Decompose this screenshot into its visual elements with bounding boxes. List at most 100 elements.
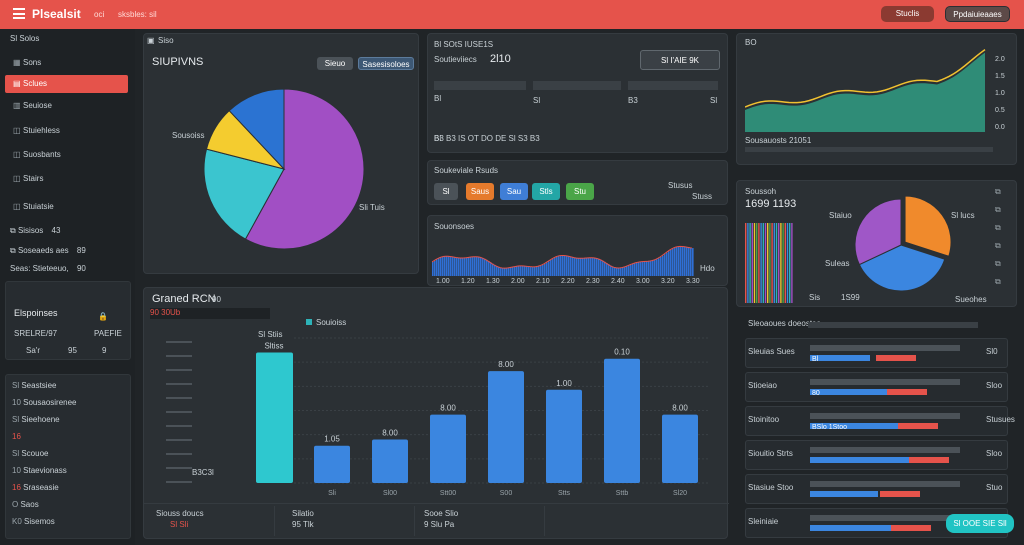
bottom-0-l1: Siouss doucs xyxy=(156,509,204,518)
pie2-side-icon[interactable]: ⧉ xyxy=(995,259,1001,268)
bar-value-label: 8.00 xyxy=(498,360,514,369)
pie-tab[interactable]: Siso xyxy=(158,36,174,45)
bar-category-label: S00 xyxy=(500,490,513,497)
wave-tick: 2.00 xyxy=(511,278,525,285)
stats-row-1: Bl xyxy=(434,94,442,103)
bar-6[interactable] xyxy=(662,414,698,483)
pie-slice-orange[interactable] xyxy=(904,195,952,257)
sidebar-list-row[interactable]: O Saos xyxy=(12,500,39,509)
scales-right-2: Stuss xyxy=(692,192,713,201)
pie2-side-icon[interactable]: ⧉ xyxy=(995,223,1001,232)
pie2-side-icon[interactable]: ⧉ xyxy=(995,277,1001,286)
bottom-divider-1 xyxy=(274,506,275,536)
wave-bar xyxy=(432,262,434,276)
pie-slice-purple[interactable] xyxy=(244,88,365,250)
pie-chip-2[interactable]: Sasesisoloes xyxy=(358,57,414,70)
scale-chip-0[interactable]: Sl xyxy=(434,183,458,200)
scale-chip-4[interactable]: Stu xyxy=(566,183,594,200)
scale-chip-3[interactable]: Stls xyxy=(532,183,560,200)
sidebar-item-3[interactable]: ◫ Stuiehless xyxy=(5,122,128,140)
pie-slice-blue[interactable] xyxy=(228,88,285,171)
sidebar-list-row[interactable]: 10 Staevionass xyxy=(12,466,67,475)
header-button-primary[interactable]: Stuclis xyxy=(881,6,934,22)
pie-slice-purple[interactable] xyxy=(854,198,902,266)
wave-bar xyxy=(672,248,674,276)
wave-bar xyxy=(676,246,678,276)
wave-bar xyxy=(664,254,666,276)
list-item-progress xyxy=(810,423,904,429)
floating-action-button[interactable]: Sl OOE SIE Sll xyxy=(946,514,1014,533)
menu-icon[interactable] xyxy=(13,8,25,19)
bar-sub: 90 xyxy=(212,295,221,304)
pie2-foot2: 1S99 xyxy=(841,293,860,302)
list-item-bar xyxy=(810,413,960,419)
wave-bar xyxy=(504,268,506,276)
bar-value-label: 0.10 xyxy=(614,348,630,357)
pie2-side-icon[interactable]: ⧉ xyxy=(995,187,1001,196)
stripe xyxy=(771,223,773,303)
wave-title: Souonsoes xyxy=(434,222,475,231)
list-item[interactable]: Siouitio Strts Sloo xyxy=(745,440,1008,470)
list-header: Sleoaoues doeostea xyxy=(748,319,821,328)
list-item-progress xyxy=(810,525,895,531)
sidebar-item-4[interactable]: ◫ Suosbants xyxy=(5,146,128,164)
list-item-progress-red xyxy=(887,389,927,395)
pie2-side-icon[interactable]: ⧉ xyxy=(995,205,1001,214)
wave-bar xyxy=(528,266,530,276)
stats-pill[interactable]: Sl I'AIE 9K xyxy=(640,50,720,70)
wave-tick: 3.00 xyxy=(636,278,650,285)
list-item[interactable]: Stioeiao 80 Sloo xyxy=(745,372,1008,402)
stripe xyxy=(753,223,756,303)
wave-bar xyxy=(512,267,514,276)
wave-bar xyxy=(542,264,544,276)
wave-bar xyxy=(524,266,526,276)
list-item[interactable]: Stoinitoo BSlo 1Stoo Stusues xyxy=(745,406,1015,436)
sidebar-item-6[interactable]: ◫ Stuiatsie xyxy=(5,198,128,216)
bar-4[interactable] xyxy=(546,389,582,483)
bar-3[interactable] xyxy=(488,371,524,483)
pie-slice-blue[interactable] xyxy=(858,244,946,292)
sidebar-list-row[interactable]: 10 Sousaosirenee xyxy=(12,398,77,407)
sidebar-list-row[interactable]: K0 Sisemos xyxy=(12,517,55,526)
sidebar-item-2[interactable]: ▥ Seuiose xyxy=(5,97,128,115)
bar-category-label: Stts xyxy=(558,490,571,497)
bar-2[interactable] xyxy=(430,414,466,483)
wave-bar xyxy=(610,265,612,276)
wave-bar xyxy=(658,258,660,276)
stripe xyxy=(782,223,784,303)
bar-highlight[interactable] xyxy=(256,352,293,484)
pie2-side-icon[interactable]: ⧉ xyxy=(995,241,1001,250)
wave-bar xyxy=(626,266,628,276)
area-scroll[interactable] xyxy=(745,147,993,152)
bar-5[interactable] xyxy=(604,358,640,483)
scale-chip-1[interactable]: Saus xyxy=(466,183,494,200)
sidebar-list-row[interactable]: Sl Scouoe xyxy=(12,449,49,458)
list-item-progress-red xyxy=(880,491,920,497)
header-button-secondary[interactable]: Ppdaiuieaaes xyxy=(945,6,1010,22)
bar-0[interactable] xyxy=(314,445,350,483)
list-item[interactable]: Sleuias Sues Bl Sl0 xyxy=(745,338,1008,368)
scale-chip-2[interactable]: Sau xyxy=(500,183,528,200)
list-item-progress xyxy=(810,491,878,497)
bar-category-label: Sl20 xyxy=(673,490,687,497)
sidebar-list-row[interactable]: 16 xyxy=(12,432,21,441)
wave-bar xyxy=(462,258,464,276)
bar-1[interactable] xyxy=(372,439,408,484)
sidebar-item-1[interactable]: ▤ Sclues xyxy=(5,75,128,93)
bar-category-label: Stt00 xyxy=(440,490,456,497)
sidebar-list-row[interactable]: Sl Sieehoene xyxy=(12,415,60,424)
sidebar-list-row[interactable]: 16 Sraseasie xyxy=(12,483,59,492)
sidebar-item-0[interactable]: ▦ Sons xyxy=(5,54,128,72)
pie-chip-1[interactable]: Sieuo xyxy=(317,57,353,70)
wave-bar xyxy=(436,259,438,276)
sidebar-item-5[interactable]: ◫ Stairs xyxy=(5,170,128,188)
wave-tick: 1.30 xyxy=(486,278,500,285)
area-axis-tick: 2.0 xyxy=(995,56,1005,63)
pie-slice-teal[interactable] xyxy=(203,148,285,240)
list-item[interactable]: Stasiue Stoo Stuo xyxy=(745,474,1008,504)
file-icon: ◫ xyxy=(13,174,21,183)
wave-bar xyxy=(608,264,610,276)
sidebar-list-row[interactable]: Sl Seastsiee xyxy=(12,381,57,390)
wave-bar xyxy=(534,266,536,276)
wave-bar xyxy=(662,255,664,276)
